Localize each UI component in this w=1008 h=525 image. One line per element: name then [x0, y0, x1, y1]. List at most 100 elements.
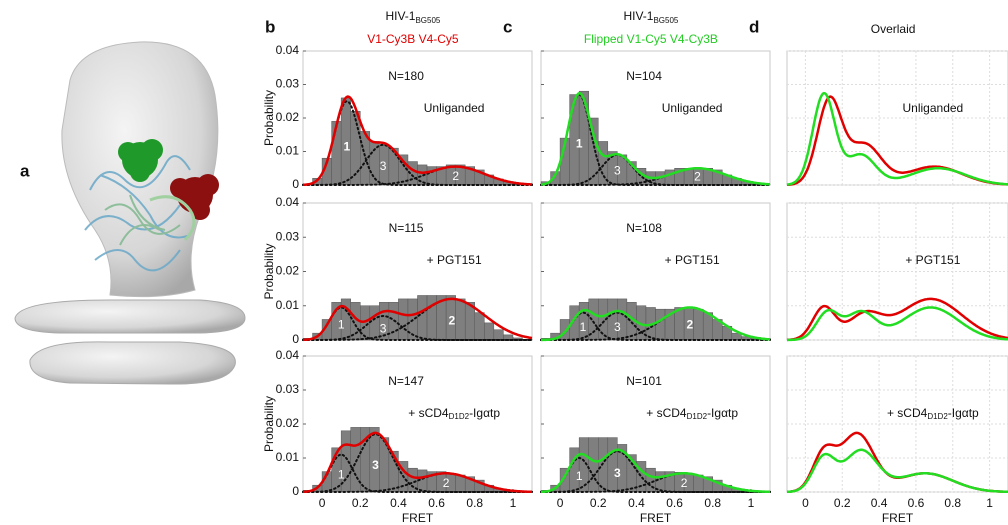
x-axis-label: FRET [882, 511, 914, 525]
x-tick-label: 0 [319, 496, 326, 510]
annotation: N=180 [388, 69, 424, 83]
condition-text: + sCD4 [646, 406, 687, 420]
fit-line [303, 95, 533, 187]
condition-tail: -Igαtp [707, 406, 738, 420]
component-label: 1 [576, 469, 583, 483]
x-tick-label: 0.4 [390, 496, 407, 510]
y-tick-label: 0.02 [276, 416, 300, 430]
y-tick-label: 0.01 [276, 298, 300, 312]
x-tick-label: 0.4 [628, 496, 645, 510]
fit-line [541, 306, 771, 342]
y-tick-label: 0 [292, 177, 299, 191]
x-tick-label: 0 [557, 496, 564, 510]
bar [398, 298, 409, 341]
chart: 0 0.01 0.02 0.03 0.04 1 3 2 N=180 Unliganded Proba… [262, 9, 533, 191]
component-label: 2 [449, 314, 456, 328]
title-sub: BG505 [415, 16, 440, 25]
y-tick-label: 0.03 [276, 229, 300, 243]
panel-letter: b [265, 17, 275, 36]
bar [693, 308, 704, 341]
component-label: 3 [614, 164, 621, 178]
condition-text: + PGT151 [427, 253, 482, 267]
fit-line [540, 448, 770, 494]
component-label: 3 [380, 159, 387, 173]
annotation: N=147 [388, 374, 424, 388]
y-tick-label: 0.04 [276, 348, 300, 362]
bar [607, 437, 618, 493]
condition-tail: -Igαtp [469, 406, 500, 420]
chart: 1 3 2 N=108 + PGT151 [540, 202, 771, 342]
fit-line [303, 431, 532, 494]
panel-letter: c [503, 17, 512, 36]
bar [369, 305, 380, 341]
column-title: HIV-1BG505 [623, 9, 678, 25]
y-tick-label: 0.04 [276, 43, 300, 57]
y-tick-label: 0 [292, 484, 299, 498]
condition-label: + PGT151 [665, 253, 720, 267]
component-curve [540, 153, 771, 186]
component-curve [302, 143, 533, 186]
structure-image [14, 41, 246, 385]
y-tick-label: 0.03 [276, 382, 300, 396]
bar [417, 295, 428, 341]
column-title: Overlaid [871, 22, 916, 36]
component-label: 2 [687, 318, 694, 332]
component-curve [302, 433, 533, 493]
panel-letter: a [20, 161, 30, 180]
component-label: 3 [372, 458, 379, 472]
bar [360, 305, 371, 341]
x-tick-label: 0.6 [666, 496, 683, 510]
chart: Unliganded d Overlaid [749, 17, 1008, 187]
title-text: HIV-1 [623, 9, 653, 23]
y-tick-label: 0.03 [276, 77, 300, 91]
condition-sub: D1D2 [927, 412, 948, 421]
series-line [786, 91, 1008, 186]
title-text: Overlaid [871, 22, 916, 36]
condition-label: Unliganded [903, 101, 964, 115]
y-axis-label: Probability [262, 243, 276, 299]
component-label: 1 [338, 467, 345, 481]
y-tick-label: 0.02 [276, 110, 300, 124]
x-tick-label: 1 [748, 496, 755, 510]
title-text: HIV-1 [385, 9, 415, 23]
condition-label: Unliganded [424, 101, 485, 115]
component-label: 1 [576, 136, 583, 150]
component-curve [540, 456, 771, 493]
fit-line [302, 297, 533, 342]
x-tick-label: 0.2 [352, 496, 369, 510]
x-axis-label: FRET [640, 511, 672, 525]
annotation: N=115 [389, 221, 424, 235]
condition-text: Unliganded [662, 101, 723, 115]
bar [474, 312, 485, 341]
fit-line [540, 91, 770, 186]
condition-text: + sCD4 [408, 406, 449, 420]
x-tick-label: 0.6 [428, 496, 445, 510]
x-tick-label: 0.6 [908, 496, 925, 510]
condition-text: Unliganded [903, 101, 964, 115]
condition-sub: D1D2 [687, 412, 708, 421]
x-tick-label: 0.2 [834, 496, 851, 510]
y-tick-label: 0.02 [276, 264, 300, 278]
chart: 0 0.01 0.02 0.03 0.04 1 3 2 N=115 + PGT151 Probabi… [262, 195, 533, 346]
component-label: 2 [694, 170, 701, 184]
chart: 1 3 2 N=104 Unliganded c HIV-1BG505 Flipped V1-… [503, 9, 771, 186]
condition-label: Unliganded [662, 101, 723, 115]
chart: 0 0.2 0.4 0.6 0.8 1 1 3 2 N=101 + sCD4D1D2-Igαtp FR… [540, 355, 771, 525]
bar [655, 308, 666, 341]
component-label: 3 [380, 321, 387, 335]
component-label: 1 [580, 320, 587, 334]
y-axis-label: Probability [262, 396, 276, 452]
bar [493, 329, 504, 341]
bar [331, 121, 342, 186]
series-line [787, 306, 1008, 342]
component-label: 2 [443, 476, 450, 490]
column-subtitle: Flipped V1-Cy5 V4-Cy3B [584, 32, 718, 46]
x-tick-label: 0.8 [944, 496, 961, 510]
component-label: 1 [344, 139, 351, 153]
condition-text: Unliganded [424, 101, 485, 115]
component-label: 3 [614, 320, 621, 334]
x-tick-label: 0.2 [590, 496, 607, 510]
condition-text: + PGT151 [665, 253, 720, 267]
condition-label: + PGT151 [905, 253, 960, 267]
